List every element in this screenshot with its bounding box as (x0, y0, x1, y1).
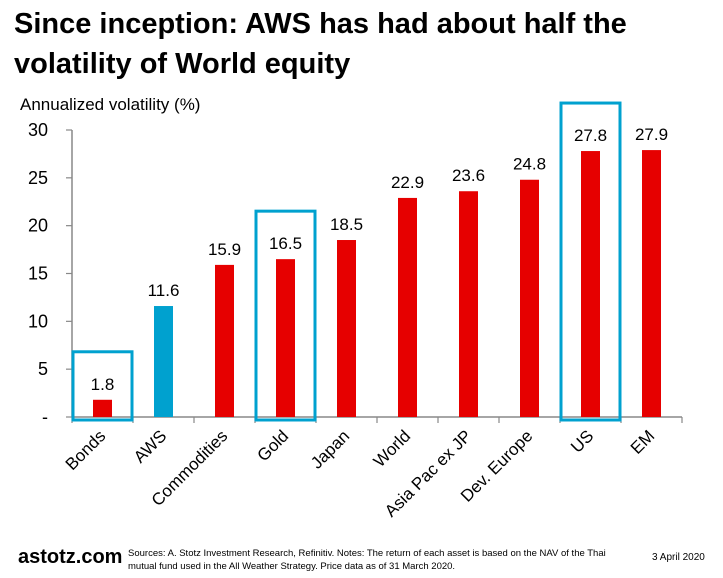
bar-us (581, 151, 600, 417)
y-tick-label: 20 (28, 216, 48, 236)
x-tick-label: Gold (253, 426, 292, 465)
bar-aws (154, 306, 173, 417)
x-tick-label: US (567, 426, 597, 456)
x-tick-label: Bonds (62, 426, 110, 474)
bar-japan (337, 240, 356, 417)
x-tick-label: Japan (307, 426, 353, 472)
data-label: 24.8 (513, 155, 546, 174)
data-label: 1.8 (91, 375, 115, 394)
y-tick-label: 25 (28, 168, 48, 188)
data-label: 18.5 (330, 215, 363, 234)
bar-world (398, 197, 417, 417)
highlight-box (254, 209, 317, 422)
bar-commodities (215, 264, 234, 417)
slide-title: Since inception: AWS has had about half … (14, 8, 627, 80)
highlight-box (559, 101, 622, 422)
bar-em (642, 150, 661, 417)
y-tick-label: 30 (28, 120, 48, 140)
data-label: 16.5 (269, 234, 302, 253)
logo: astotz.com (18, 546, 123, 568)
data-label: 11.6 (148, 281, 180, 300)
x-tick-label: AWS (130, 426, 170, 466)
y-tick-label: - (42, 407, 48, 427)
data-label: 15.9 (208, 240, 241, 259)
highlight-box (71, 350, 134, 422)
sources-note: Sources: A. Stotz Investment Research, R… (128, 548, 606, 572)
y-axis-label: Annualized volatility (%) (20, 95, 201, 114)
y-tick-label: 5 (38, 359, 48, 379)
bar-dev-europe (520, 179, 539, 417)
x-tick-label: EM (627, 426, 658, 457)
data-label: 27.8 (574, 126, 607, 145)
bar-gold (276, 259, 295, 417)
y-tick-label: 10 (28, 311, 48, 331)
data-label: 23.6 (452, 166, 485, 185)
x-tick-label: World (370, 426, 415, 471)
data-label: 27.9 (635, 125, 668, 144)
y-tick-label: 15 (28, 264, 48, 284)
bar-bonds (93, 399, 112, 417)
bar-asia-pac-ex-jp (459, 191, 478, 417)
data-label: 22.9 (391, 173, 424, 192)
date: 3 April 2020 (652, 552, 705, 563)
